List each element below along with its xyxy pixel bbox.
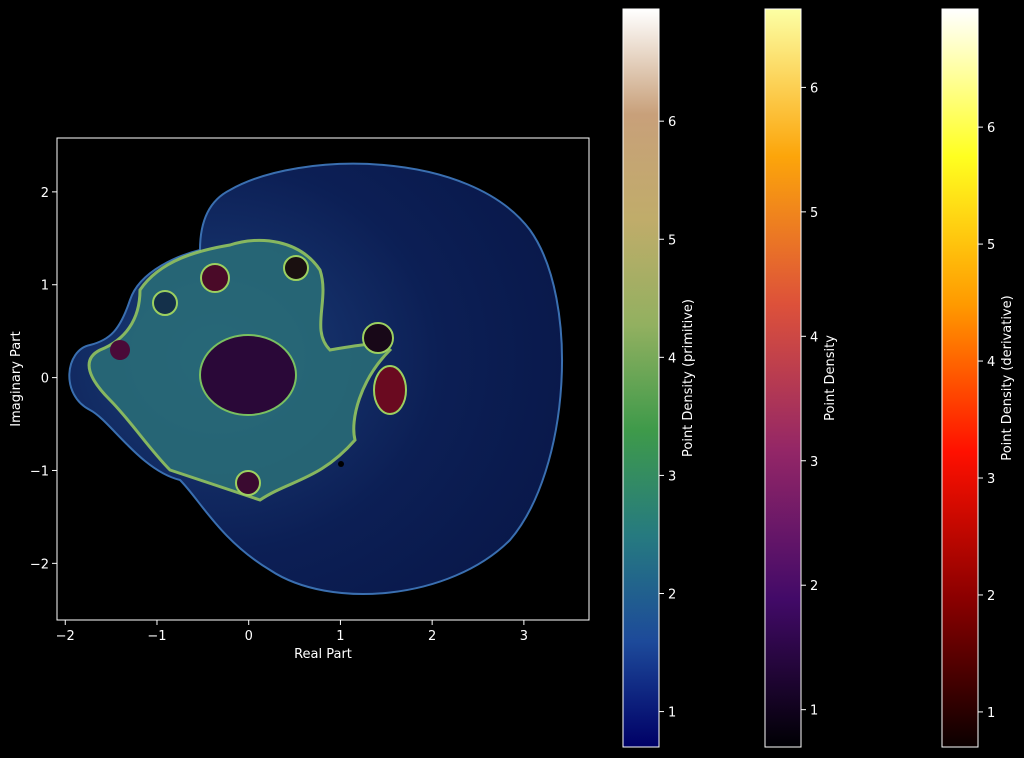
axes-frame <box>56 137 590 621</box>
y-tick-label: 0 <box>41 372 49 387</box>
colorbar-tick-label: 4 <box>810 330 818 345</box>
colorbar-tick-label: 5 <box>668 233 676 248</box>
y-tick-label: 2 <box>41 186 49 201</box>
y-axis-label: Imaginary Part <box>9 331 24 426</box>
colorbar-tick-label: 3 <box>668 469 676 484</box>
y-tick-label: −1 <box>30 464 49 479</box>
colorbar-tick-label: 2 <box>987 589 995 604</box>
colorbar-tick-label: 1 <box>987 706 995 721</box>
y-tick-label: 1 <box>41 279 49 294</box>
colorbar-tick-label: 1 <box>668 706 676 721</box>
x-tick-label: 2 <box>428 629 436 644</box>
colorbar-tick-label: 6 <box>987 121 995 136</box>
colorbar-label: Point Density (derivative) <box>1000 295 1015 460</box>
y-tick-label: −2 <box>30 557 49 572</box>
colorbar-tick-label: 6 <box>668 115 676 130</box>
colorbar-label: Point Density (primitive) <box>681 299 696 457</box>
colorbar <box>941 8 979 748</box>
x-tick-label: 0 <box>245 629 253 644</box>
x-tick-label: −2 <box>56 629 75 644</box>
colorbar-tick-label: 2 <box>668 587 676 602</box>
colorbar-label: Point Density <box>823 335 838 421</box>
density-image <box>68 162 563 595</box>
colorbar-tick-label: 4 <box>668 351 676 366</box>
colorbar-tick-label: 5 <box>987 238 995 253</box>
colorbar-tick-label: 4 <box>987 355 995 370</box>
colorbar-tick-label: 1 <box>810 704 818 719</box>
x-tick-label: 1 <box>336 629 344 644</box>
colorbar-tick-label: 2 <box>810 579 818 594</box>
colorbar-tick-label: 3 <box>810 455 818 470</box>
x-tick-label: 3 <box>520 629 528 644</box>
colorbar <box>622 8 660 748</box>
x-tick-label: −1 <box>147 629 166 644</box>
x-axis-label: Real Part <box>294 647 352 662</box>
colorbar-tick-label: 6 <box>810 81 818 96</box>
colorbar-tick-label: 3 <box>987 472 995 487</box>
colorbar-tick-label: 5 <box>810 206 818 221</box>
colorbar <box>764 8 802 748</box>
